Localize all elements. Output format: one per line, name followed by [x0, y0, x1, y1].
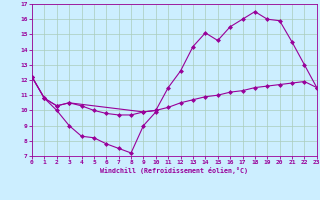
X-axis label: Windchill (Refroidissement éolien,°C): Windchill (Refroidissement éolien,°C) [100, 167, 248, 174]
